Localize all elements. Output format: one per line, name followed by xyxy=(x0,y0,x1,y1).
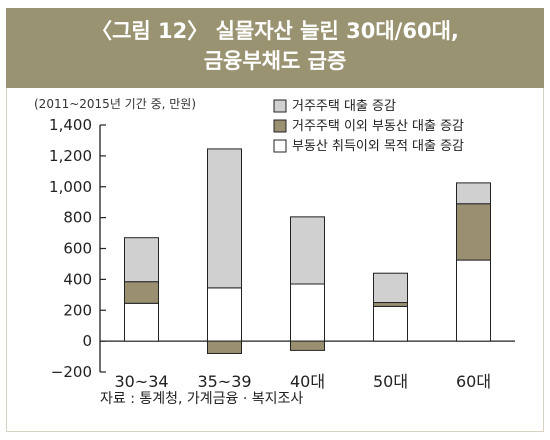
y-tick-label: 0 xyxy=(82,332,92,350)
x-category-label: 40대 xyxy=(290,372,325,391)
y-tick-label: 1,200 xyxy=(49,147,92,165)
bars: 30~34 35~39 40대 50대 60대 xyxy=(114,148,491,391)
x-category-label: 30~34 xyxy=(114,372,168,391)
legend-label: 거주주택 대출 증감 xyxy=(292,99,396,114)
legend-swatch xyxy=(273,139,287,153)
bar-segment xyxy=(207,287,242,342)
legend-swatch xyxy=(273,99,287,113)
bar-segment xyxy=(124,237,159,283)
y-tick-label: 600 xyxy=(63,240,92,258)
bar-segment xyxy=(290,340,325,351)
source-note: 자료 : 통계청, 가계금융 · 복지조사 xyxy=(100,391,303,407)
x-category-label: 50대 xyxy=(373,372,408,391)
title-box: 〈그림 12〉 실물자산 늘린 30대/60대, 금융부채도 급증 xyxy=(6,8,544,88)
y-tick-label: 1,400 xyxy=(49,116,92,134)
x-category-label: 35~39 xyxy=(197,372,251,391)
legend-swatch xyxy=(273,119,287,133)
y-tick-label: 1,000 xyxy=(49,178,92,196)
y-tick-label: 200 xyxy=(63,301,92,319)
bar-segment xyxy=(290,216,325,285)
legend-label: 부동산 취득이외 목적 대출 증감 xyxy=(292,139,464,154)
bar-segment xyxy=(456,182,491,205)
bar-segment xyxy=(207,148,242,289)
bar-segment xyxy=(373,302,408,307)
title-line-1: 〈그림 12〉 실물자산 늘린 30대/60대, xyxy=(91,19,459,43)
legend-label: 거주주택 이외 부동산 대출 증감 xyxy=(292,119,464,134)
title-line-2: 금융부채도 급증 xyxy=(203,49,347,73)
axes: −200 0 200 400 600 800 1,000 1,200 1,400 xyxy=(49,116,515,381)
bar-segment xyxy=(456,203,491,261)
bar-segment xyxy=(456,259,491,342)
y-tick-label: 400 xyxy=(63,270,92,288)
bar-segment xyxy=(373,305,408,342)
bar-segment xyxy=(290,283,325,342)
bar-segment xyxy=(124,281,159,304)
bar-segment xyxy=(207,340,242,354)
unit-note: (2011~2015년 기간 중, 만원) xyxy=(34,97,196,111)
bar-segment xyxy=(373,272,408,304)
x-category-label: 60대 xyxy=(456,372,491,391)
bar-segment xyxy=(124,302,159,342)
y-tick-label: −200 xyxy=(51,363,92,381)
y-tick-label: 800 xyxy=(63,209,92,227)
